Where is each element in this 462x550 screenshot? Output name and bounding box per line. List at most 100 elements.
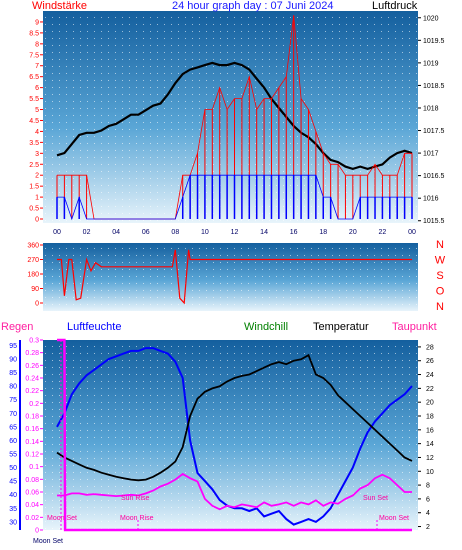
- rain-y-tick-label: 0.26: [25, 363, 39, 370]
- legend-regen: Regen: [1, 321, 33, 333]
- direction-series-line: [57, 249, 412, 305]
- wind-y-tick-label: 4: [35, 129, 39, 136]
- direction-y-tick-label: 360: [27, 243, 39, 250]
- pressure-y-tick-label: 1016.5: [423, 173, 445, 180]
- rain-y-tick-label: 0.14: [25, 439, 39, 446]
- rain-y-tick-label: 0.06: [25, 490, 39, 497]
- pressure-y-tick-label: 1019.5: [423, 38, 445, 45]
- legend-windchill: Windchill: [244, 321, 288, 333]
- direction-compass-label: O: [436, 286, 445, 298]
- direction-y-tick-label: 0: [35, 301, 39, 308]
- direction-y-tick-label: 90: [31, 286, 39, 293]
- rain-humidity-temperature-panel: Regen Luftfeuchte Windchill Temperatur T…: [1, 321, 437, 545]
- rain-y-tick-label: 0.1: [29, 464, 39, 471]
- astro-annotation-label: Sun Set: [363, 495, 388, 502]
- hour-tick-label: 02: [83, 229, 91, 236]
- wind-y-tick-label: 3: [35, 151, 39, 158]
- hour-tick-label: 00: [53, 229, 61, 236]
- hour-tick-label: 06: [142, 229, 150, 236]
- astro-annotation-label: Moon Rise: [120, 515, 154, 522]
- temperature-y-tick-label: 28: [426, 344, 434, 351]
- temperature-y-tick-label: 4: [426, 510, 430, 517]
- hour-tick-label: 22: [379, 229, 387, 236]
- wind-y-tick-label: 3.5: [29, 140, 39, 147]
- pressure-y-tick-label: 1017.5: [423, 128, 445, 135]
- humidity-y-tick-label: 85: [9, 370, 17, 377]
- hour-tick-label: 12: [231, 229, 239, 236]
- rain-y-tick-label: 0.04: [25, 502, 39, 509]
- rain-y-tick-label: 0.2: [29, 401, 39, 408]
- astro-annotation-label: Moon Set: [379, 515, 409, 522]
- temperature-y-tick-label: 8: [426, 483, 430, 490]
- astro-annotation-label: Sun Rise: [121, 495, 150, 502]
- rain-y-tick-label: 0.02: [25, 515, 39, 522]
- astro-annotation-label: Moon Set: [47, 515, 77, 522]
- direction-compass-label: N: [436, 301, 444, 313]
- humidity-y-tick-label: 75: [9, 397, 17, 404]
- temperature-y-tick-label: 22: [426, 386, 434, 393]
- rain-y-tick-label: 0.3: [29, 338, 39, 345]
- wind-y-tick-label: 1.5: [29, 184, 39, 191]
- rain-y-tick-label: 0.22: [25, 388, 39, 395]
- temperature-y-tick-label: 6: [426, 496, 430, 503]
- hour-tick-label: 10: [201, 229, 209, 236]
- rain-y-tick-label: 0.24: [25, 376, 39, 383]
- astro-annotation-label: Moon Set: [33, 538, 63, 545]
- wind-y-tick-label: 5: [35, 107, 39, 114]
- direction-y-tick-label: 270: [27, 257, 39, 264]
- rain-y-tick-label: 0.12: [25, 452, 39, 459]
- direction-compass-label: N: [436, 239, 444, 251]
- hour-tick-label: 14: [260, 229, 268, 236]
- pressure-y-tick-label: 1018: [423, 105, 439, 112]
- humidity-y-tick-label: 55: [9, 452, 17, 459]
- temperature-y-tick-label: 18: [426, 414, 434, 421]
- rain-y-tick-label: 0.18: [25, 414, 39, 421]
- rain-y-tick-label: 0: [35, 528, 39, 535]
- wind-y-tick-label: 2: [35, 173, 39, 180]
- humidity-y-tick-label: 80: [9, 384, 17, 391]
- humidity-y-tick-label: 65: [9, 424, 17, 431]
- wind-y-tick-label: 2.5: [29, 162, 39, 169]
- legend-taupunkt: Taupunkt: [392, 321, 437, 333]
- legend-luftfeuchte: Luftfeuchte: [67, 321, 121, 333]
- humidity-y-tick-label: 90: [9, 357, 17, 364]
- humidity-y-tick-label: 95: [9, 343, 17, 350]
- chart-title: 24 hour graph day : 07 Juni 2024: [172, 0, 333, 12]
- wind-axis-title: Windstärke: [32, 0, 87, 12]
- temperature-y-tick-label: 16: [426, 427, 434, 434]
- wind-y-tick-label: 6: [35, 85, 39, 92]
- pressure-y-tick-label: 1016: [423, 196, 439, 203]
- hour-tick-label: 16: [290, 229, 298, 236]
- temperature-y-tick-label: 14: [426, 441, 434, 448]
- humidity-y-tick-label: 60: [9, 438, 17, 445]
- humidity-series-line: [56, 347, 413, 526]
- humidity-y-tick-label: 35: [9, 506, 17, 513]
- pressure-y-tick-label: 1020: [423, 15, 439, 22]
- wind-y-tick-label: 8.5: [29, 30, 39, 37]
- hour-tick-label: 04: [112, 229, 120, 236]
- pressure-y-tick-label: 1018.5: [423, 83, 445, 90]
- humidity-y-tick-label: 50: [9, 465, 17, 472]
- direction-compass-label: W: [435, 255, 446, 267]
- humidity-y-tick-label: 45: [9, 479, 17, 486]
- direction-compass-label: S: [436, 270, 443, 282]
- wind-y-tick-label: 4.5: [29, 118, 39, 125]
- humidity-y-tick-label: 70: [9, 411, 17, 418]
- pressure-series-line: [56, 61, 413, 171]
- climate-plot-grid: [43, 340, 418, 530]
- hour-tick-label: 08: [171, 229, 179, 236]
- hour-tick-label: 00: [408, 229, 416, 236]
- direction-plot-grid: [43, 243, 418, 311]
- temperature-series-line: [56, 353, 413, 482]
- direction-y-tick-label: 180: [27, 272, 39, 279]
- rain-y-tick-label: 0.08: [25, 477, 39, 484]
- temperature-y-tick-label: 2: [426, 524, 430, 531]
- wind-y-tick-label: 5.5: [29, 96, 39, 103]
- temperature-y-tick-label: 26: [426, 358, 434, 365]
- hour-tick-label: 18: [319, 229, 327, 236]
- wind-y-tick-label: 7: [35, 63, 39, 70]
- wind-y-tick-label: 9: [35, 19, 39, 26]
- wind-y-tick-label: 0: [35, 217, 39, 224]
